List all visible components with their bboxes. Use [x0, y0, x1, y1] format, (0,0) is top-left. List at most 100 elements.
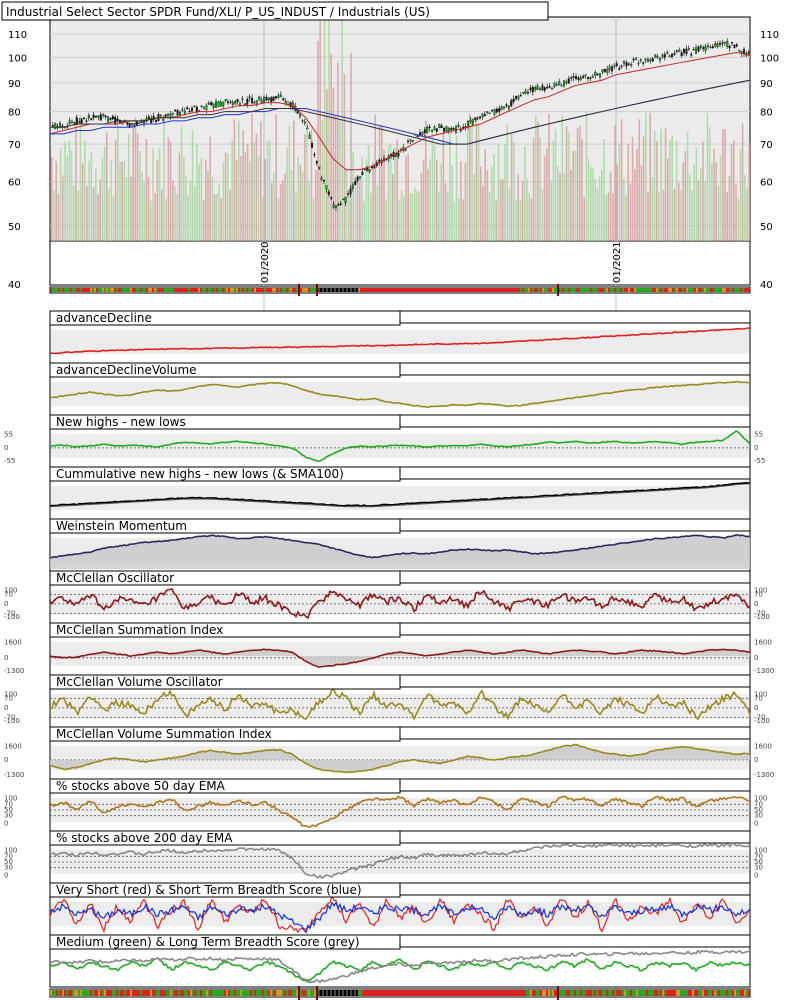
regime-strip-bottom-cell: [426, 990, 428, 996]
volume-bar: [592, 168, 594, 241]
volume-bar: [202, 200, 205, 241]
candle-body: [649, 59, 652, 62]
candle-body: [599, 73, 602, 78]
volume-bar: [81, 163, 84, 241]
volume-bar: [139, 151, 141, 241]
regime-strip-top-cell: [174, 288, 176, 292]
regime-strip-bottom-cell: [128, 990, 130, 996]
candle-body: [325, 185, 328, 190]
panel-3: 55 55 0 0 -55 -55 New highs - new lows: [4, 414, 765, 468]
regime-strip-top-cell: [234, 288, 236, 292]
candle-body: [575, 76, 578, 79]
panel-y-tick-right: 0: [754, 756, 758, 764]
regime-strip-top-cell: [144, 288, 146, 292]
candle-body: [603, 69, 606, 72]
volume-bar: [548, 113, 550, 241]
regime-strip-bottom-cell: [220, 990, 222, 996]
regime-strip-bottom-cell: [562, 990, 564, 996]
candle-body: [239, 103, 242, 105]
regime-strip-top-cell: [224, 288, 226, 292]
volume-bar: [667, 158, 669, 241]
regime-strip-top-cell: [130, 288, 132, 292]
regime-strip-bottom-cell: [528, 990, 530, 996]
regime-strip-top-cell: [688, 288, 690, 292]
regime-strip-bottom-cell: [636, 990, 638, 996]
regime-strip-bottom-cell: [74, 990, 76, 996]
candle-body: [342, 198, 345, 201]
regime-strip-top-cell: [412, 288, 414, 292]
regime-strip-bottom-cell: [170, 990, 172, 996]
regime-strip-bottom-cell: [638, 990, 640, 996]
candle-body: [327, 191, 330, 195]
regime-strip-bottom-cell: [336, 990, 338, 996]
candle-body: [488, 112, 491, 115]
panel-band: [51, 382, 749, 406]
candle-body: [675, 50, 678, 52]
y-tick-left: 40: [8, 280, 21, 291]
regime-strip-bottom-cell: [720, 990, 722, 996]
candle-body: [503, 106, 506, 108]
regime-strip-top-cell: [80, 288, 82, 292]
regime-strip-bottom-cell: [704, 990, 706, 996]
volume-bar: [295, 193, 297, 241]
candle-body: [104, 115, 107, 118]
volume-bar: [614, 125, 616, 241]
panel-y-tick-left: -70: [4, 713, 15, 721]
panel-y-tick-right: 0: [754, 704, 758, 712]
regime-strip-bottom-cell: [696, 990, 698, 996]
volume-bar: [260, 121, 262, 241]
regime-strip-bottom-cell: [172, 990, 174, 996]
regime-strip-bottom-cell: [102, 990, 104, 996]
candle-body: [522, 92, 525, 94]
panel-line: [49, 430, 751, 463]
regime-strip-bottom-cell: [264, 990, 266, 996]
regime-strip-bottom-cell: [180, 990, 182, 996]
regime-strip-bottom-cell: [682, 990, 684, 996]
candle-body: [337, 204, 340, 206]
volume-bar: [693, 165, 695, 241]
candle-body: [356, 176, 359, 181]
candle-body: [109, 117, 112, 120]
candle-body: [553, 82, 556, 88]
volume-bar: [711, 163, 713, 241]
regime-strip-bottom-marker: [298, 986, 300, 1000]
candle-body: [306, 127, 309, 130]
panel-y-tick-left: 0: [4, 444, 8, 452]
volume-bar: [631, 136, 634, 241]
regime-strip-bottom-cell: [646, 990, 648, 996]
candle-body: [368, 169, 371, 173]
volume-bar: [660, 129, 662, 241]
volume-bar: [550, 180, 552, 241]
regime-strip-top-cell: [346, 288, 348, 292]
regime-strip-top-cell: [332, 288, 334, 292]
regime-strip-top-cell: [206, 288, 208, 292]
volume-bar: [532, 137, 535, 241]
volume-bar: [152, 148, 154, 241]
candle-body: [493, 109, 496, 115]
y-tick-left: 60: [8, 178, 21, 189]
date-axis-area: [49, 240, 751, 286]
regime-strip-bottom-cell: [748, 990, 750, 996]
regime-strip-bottom-cell: [578, 990, 580, 996]
regime-strip-bottom-cell: [568, 990, 570, 996]
volume-bar: [438, 191, 440, 241]
candle-body: [642, 62, 645, 64]
candle-body: [339, 203, 342, 205]
regime-strip-bottom-cell: [576, 990, 578, 996]
regime-strip-top-cell: [698, 288, 700, 292]
regime-strip-top-cell: [246, 288, 248, 292]
regime-strip-bottom-cell: [342, 990, 344, 996]
volume-bar: [90, 151, 93, 241]
candle-body: [721, 41, 724, 45]
volume-bar: [546, 148, 548, 241]
regime-strip-bottom-cell: [186, 990, 188, 996]
candle-body: [567, 78, 570, 84]
regime-strip-bottom-cell: [508, 990, 510, 996]
regime-strip-top-cell: [708, 288, 710, 292]
regime-strip-bottom-cell: [418, 990, 420, 996]
regime-strip-top-cell: [702, 288, 704, 292]
candle-body: [303, 121, 306, 124]
regime-strip-bottom-cell: [358, 990, 360, 996]
volume-bar: [189, 180, 192, 241]
volume-bar: [403, 195, 405, 241]
